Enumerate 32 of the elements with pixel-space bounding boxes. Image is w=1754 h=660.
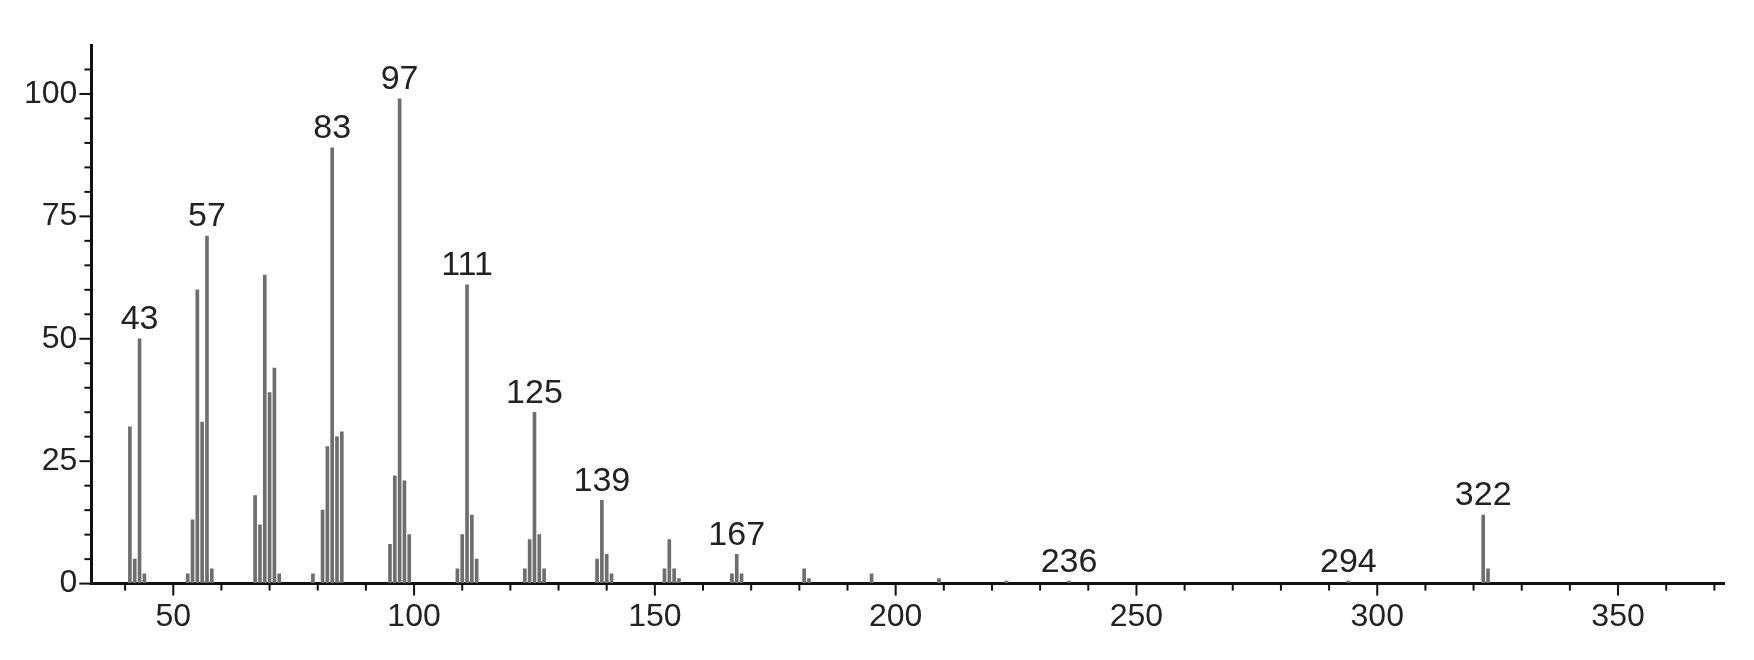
bar [667,539,672,583]
y-tick-label: 25 [41,441,78,478]
bar [937,578,941,583]
x-tick-label: 350 [1591,596,1645,633]
y-tick-label: 75 [41,196,78,233]
annotation: 83 [313,107,352,146]
annotation: 111 [441,244,493,283]
bar [311,573,315,583]
x-tick-label: 150 [628,596,682,633]
annotation: 97 [380,58,419,97]
y-tick-label: 50 [41,318,78,355]
annotation: 322 [1454,474,1512,513]
annotation: 57 [188,195,226,234]
x-tick-label: 100 [387,596,441,633]
annotation: 43 [120,298,159,337]
bar [262,274,267,583]
x-tick-label: 50 [155,596,192,633]
annotation: 139 [573,459,631,498]
bar [1067,580,1071,583]
annotation: 125 [506,371,563,410]
x-tick-label: 250 [1109,596,1164,633]
annotation: 236 [1040,540,1098,579]
y-tick-label: 0 [59,563,78,600]
annotation: 294 [1319,540,1377,579]
bar [339,431,344,583]
annotation: 167 [708,513,766,552]
bar [1481,514,1486,583]
bar [734,553,739,583]
bar [330,147,335,583]
y-tick-label: 100 [24,73,78,110]
x-tick-label: 300 [1350,596,1404,633]
x-tick-label: 200 [868,596,923,633]
